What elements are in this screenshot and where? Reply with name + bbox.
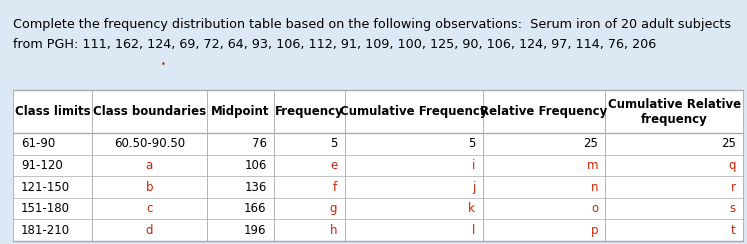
Text: s: s [730, 202, 736, 215]
Text: t: t [731, 224, 736, 237]
Text: Complete the frequency distribution table based on the following observations:  : Complete the frequency distribution tabl… [13, 18, 731, 31]
Text: o: o [591, 202, 598, 215]
Text: 136: 136 [244, 181, 267, 193]
Text: q: q [728, 159, 736, 172]
Text: i: i [472, 159, 475, 172]
Text: r: r [731, 181, 736, 193]
Text: 5: 5 [330, 137, 338, 150]
Text: 151-180: 151-180 [21, 202, 70, 215]
Text: from PGH: 111, 162, 124, 69, 72, 64, 93, 106, 112, 91, 109, 100, 125, 90, 106, 1: from PGH: 111, 162, 124, 69, 72, 64, 93,… [13, 38, 657, 51]
Text: 106: 106 [244, 159, 267, 172]
Text: Cumulative Frequency: Cumulative Frequency [340, 105, 488, 118]
Text: 91-120: 91-120 [21, 159, 63, 172]
Text: 25: 25 [583, 137, 598, 150]
Text: 61-90: 61-90 [21, 137, 55, 150]
Text: Frequency: Frequency [275, 105, 344, 118]
Text: 121-150: 121-150 [21, 181, 70, 193]
Text: b: b [146, 181, 153, 193]
Text: Class boundaries: Class boundaries [93, 105, 206, 118]
Text: 60.50-90.50: 60.50-90.50 [114, 137, 185, 150]
Text: e: e [330, 159, 338, 172]
Text: l: l [472, 224, 475, 237]
Text: k: k [468, 202, 475, 215]
Text: Class limits: Class limits [15, 105, 90, 118]
Text: •: • [161, 60, 166, 69]
Text: Midpoint: Midpoint [211, 105, 270, 118]
Text: n: n [591, 181, 598, 193]
Text: c: c [146, 202, 152, 215]
Text: j: j [472, 181, 475, 193]
Text: a: a [146, 159, 153, 172]
Text: m: m [586, 159, 598, 172]
Text: p: p [591, 224, 598, 237]
Text: 5: 5 [468, 137, 475, 150]
Text: 196: 196 [244, 224, 267, 237]
Text: Cumulative Relative
frequency: Cumulative Relative frequency [608, 98, 741, 126]
Text: 76: 76 [252, 137, 267, 150]
Text: 181-210: 181-210 [21, 224, 70, 237]
Text: Relative Frequency: Relative Frequency [480, 105, 607, 118]
Text: 166: 166 [244, 202, 267, 215]
Text: h: h [330, 224, 338, 237]
Text: 25: 25 [721, 137, 736, 150]
Text: f: f [333, 181, 338, 193]
Text: g: g [330, 202, 338, 215]
Text: d: d [146, 224, 153, 237]
